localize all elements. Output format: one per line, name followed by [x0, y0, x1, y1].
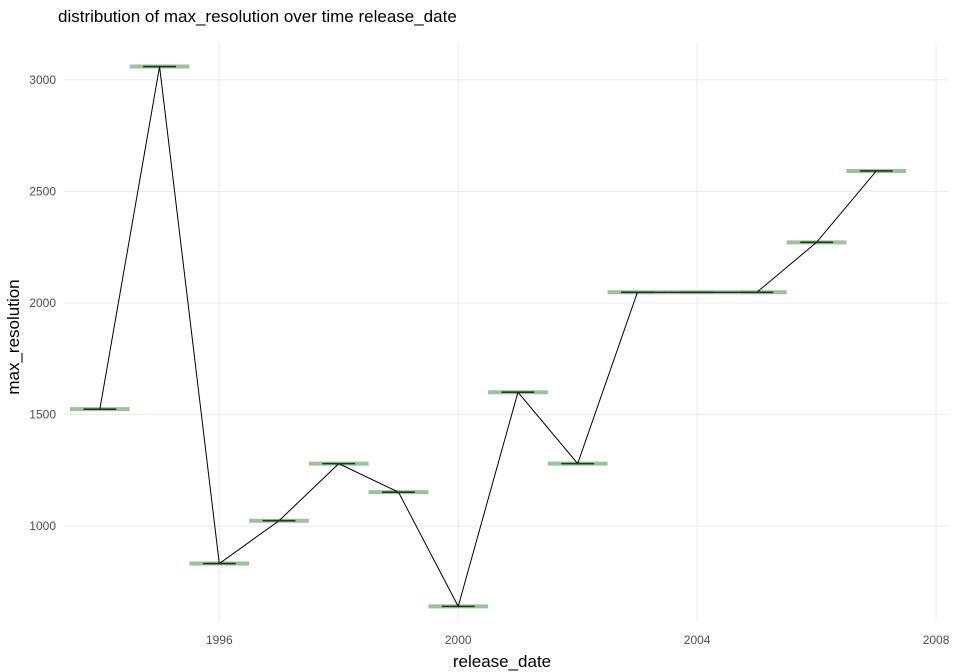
y-tick-label: 3000 [29, 73, 56, 87]
y-axis-ticks: 1000 1500 2000 2500 3000 [29, 73, 56, 533]
x-tick-label: 1996 [206, 633, 233, 647]
median-layer [83, 65, 893, 608]
y-axis-label: max_resolution [4, 279, 23, 394]
box-layer [69, 64, 907, 609]
x-tick-label: 2000 [445, 633, 472, 647]
x-axis-label: release_date [453, 652, 551, 671]
x-axis-ticks: 1996 2000 2004 2008 [206, 633, 950, 647]
grid [64, 42, 948, 622]
x-tick-label: 2004 [684, 633, 711, 647]
x-tick-label: 2008 [923, 633, 950, 647]
series-line [99, 66, 877, 608]
y-tick-label: 1500 [29, 408, 56, 422]
y-tick-label: 1000 [29, 519, 56, 533]
y-tick-label: 2000 [29, 296, 56, 310]
chart-title: distribution of max_resolution over time… [58, 7, 457, 26]
y-tick-label: 2500 [29, 184, 56, 198]
